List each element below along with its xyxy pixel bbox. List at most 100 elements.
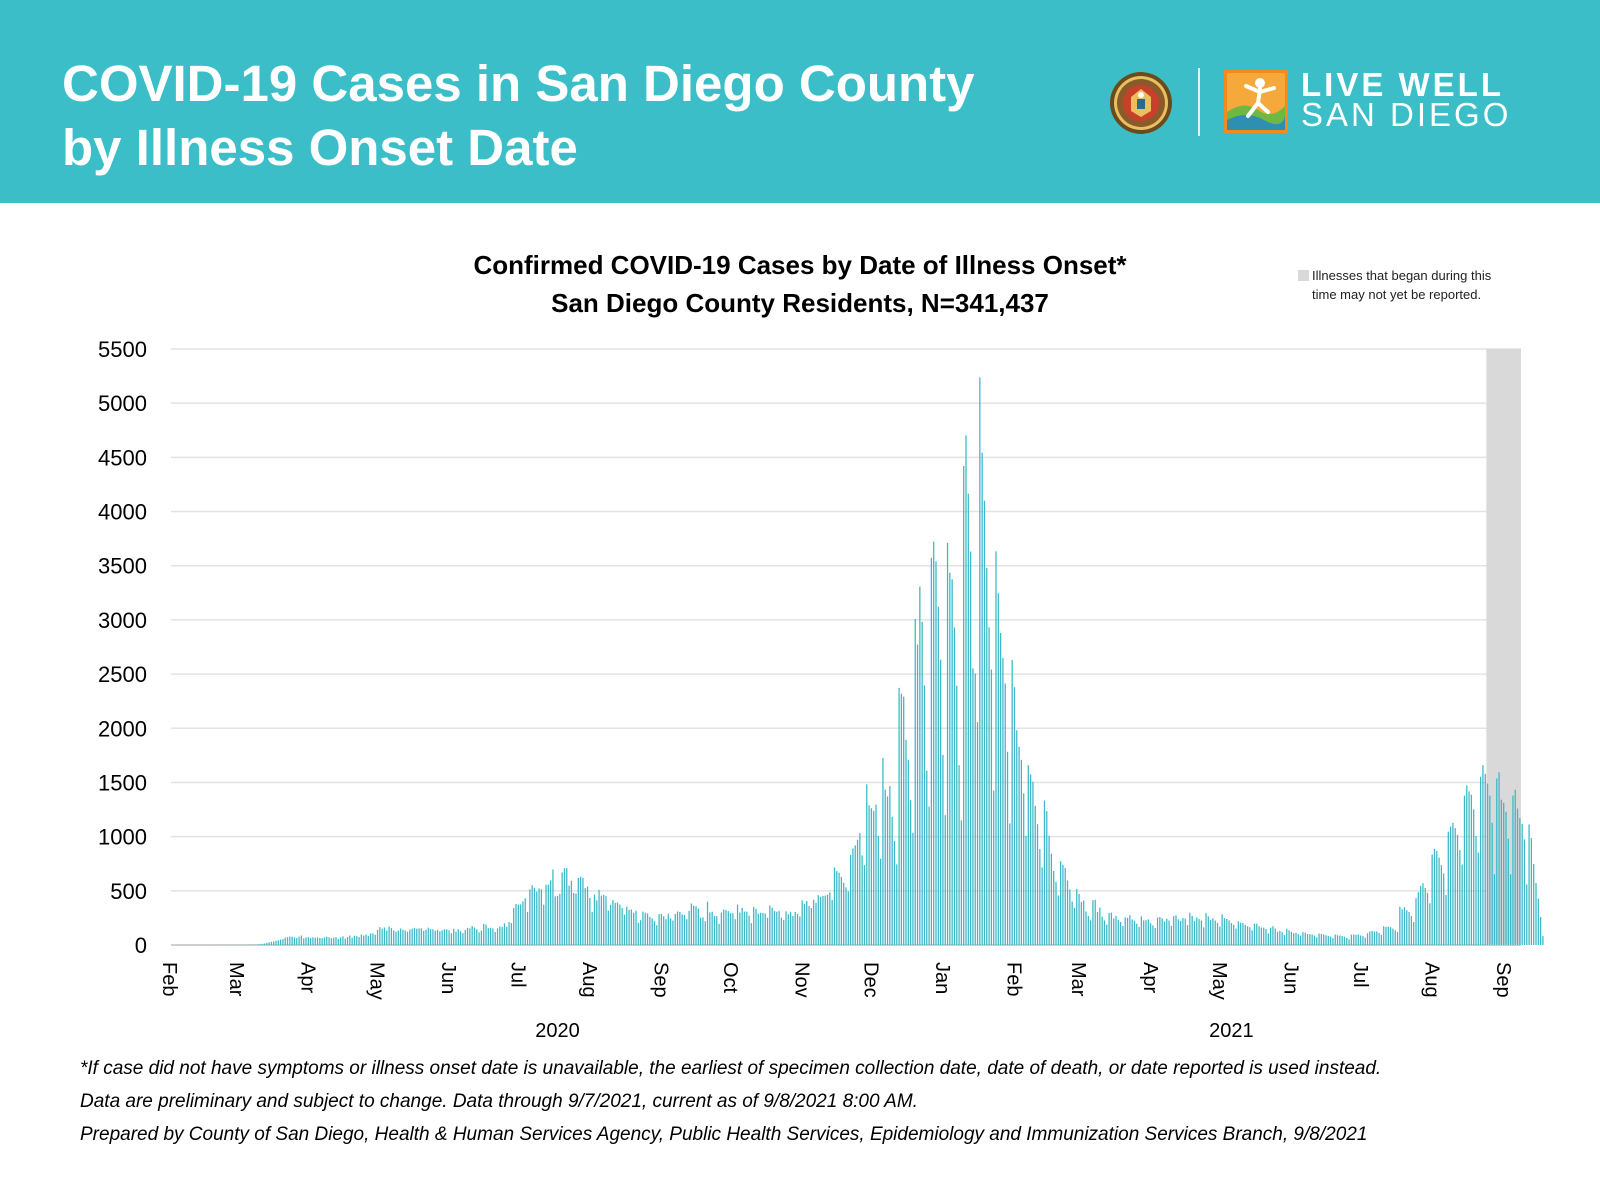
bar: [1408, 911, 1410, 945]
bar: [273, 941, 275, 945]
bar: [1431, 854, 1433, 945]
bar: [598, 889, 600, 945]
bar: [693, 905, 695, 945]
bar: [1473, 809, 1475, 945]
bar: [930, 557, 933, 945]
bar: [614, 902, 616, 945]
bar: [951, 579, 953, 945]
bar: [937, 606, 939, 945]
bar: [259, 944, 261, 945]
bar: [513, 907, 515, 945]
bar: [919, 586, 921, 945]
bar: [849, 854, 852, 945]
bar: [333, 937, 335, 945]
bar: [1023, 793, 1025, 945]
bar: [1085, 911, 1087, 945]
bar: [723, 909, 725, 945]
bar: [939, 659, 942, 945]
bar: [459, 931, 462, 945]
bar: [676, 911, 679, 945]
bar: [623, 914, 626, 945]
bar: [773, 910, 776, 945]
bar: [1378, 932, 1380, 945]
bar: [1203, 927, 1205, 945]
bar: [1334, 934, 1336, 945]
bar: [256, 944, 259, 945]
bar: [875, 804, 877, 945]
bar: [750, 923, 753, 945]
bar: [393, 930, 395, 945]
bar: [1209, 920, 1212, 945]
bar: [1348, 939, 1350, 945]
bar: [346, 937, 349, 945]
x-tick-label: Feb: [1003, 962, 1025, 996]
bar: [1380, 934, 1383, 945]
bar: [713, 915, 716, 945]
bar: [1286, 928, 1288, 945]
cases-bar-chart: 0 500 1000 1500 2000 2500 3000 3500 4000 4500 5000…: [98, 337, 1544, 1040]
bar: [877, 835, 879, 945]
bar: [1216, 922, 1219, 945]
bar: [836, 871, 838, 945]
bar: [1089, 920, 1092, 945]
bar: [1039, 849, 1041, 945]
bar: [1426, 892, 1429, 945]
bar: [1138, 927, 1140, 945]
bar: [819, 896, 822, 945]
bar: [487, 928, 489, 945]
bar: [718, 923, 720, 945]
bar: [965, 435, 967, 945]
bar: [425, 929, 427, 945]
bar: [637, 922, 639, 945]
bar: [1267, 933, 1269, 945]
bar: [453, 928, 455, 945]
county-seal-icon: [1110, 72, 1172, 134]
bar: [1311, 934, 1313, 945]
bar: [586, 886, 589, 945]
bar: [1438, 857, 1440, 945]
bar: [1387, 926, 1389, 945]
bar: [1140, 916, 1143, 945]
bar: [979, 377, 981, 945]
bar: [554, 896, 556, 945]
bar: [1523, 839, 1526, 945]
legend-text-line2: time may not yet be reported.: [1312, 287, 1482, 302]
bar: [1193, 920, 1196, 945]
bar: [942, 754, 944, 945]
bar: [386, 930, 388, 945]
logo-text-line1: LIVE WELL: [1301, 66, 1504, 103]
bar: [545, 884, 547, 945]
bar: [1537, 898, 1539, 945]
bar: [976, 722, 979, 945]
bar: [1394, 930, 1396, 945]
bar: [891, 816, 893, 945]
x-tick-label: Apr: [1139, 962, 1161, 993]
footnote-3: Prepared by County of San Diego, Health …: [80, 1124, 1368, 1145]
bar: [1406, 910, 1408, 945]
x-tick-label: Apr: [297, 962, 319, 993]
bar: [663, 916, 665, 945]
y-tick-label: 0: [135, 933, 147, 958]
bar: [316, 937, 319, 945]
y-tick-label: 4500: [98, 445, 147, 470]
bar: [1087, 915, 1089, 945]
bar: [1110, 912, 1113, 945]
bar: [1463, 795, 1466, 945]
bar: [1092, 900, 1094, 945]
bar: [423, 930, 425, 945]
bar: [1274, 928, 1276, 945]
bar: [469, 928, 471, 945]
bar: [1106, 924, 1108, 945]
bar: [702, 917, 704, 945]
bar: [808, 906, 810, 945]
bar: [282, 939, 284, 945]
x-tick-label: Sep: [1492, 962, 1514, 998]
bar: [365, 934, 367, 945]
bar: [1323, 934, 1325, 945]
bar: [619, 904, 621, 945]
bar: [1329, 936, 1332, 945]
bar: [903, 696, 905, 945]
bar: [1429, 903, 1431, 945]
bar: [279, 939, 282, 945]
bar: [1168, 920, 1170, 945]
